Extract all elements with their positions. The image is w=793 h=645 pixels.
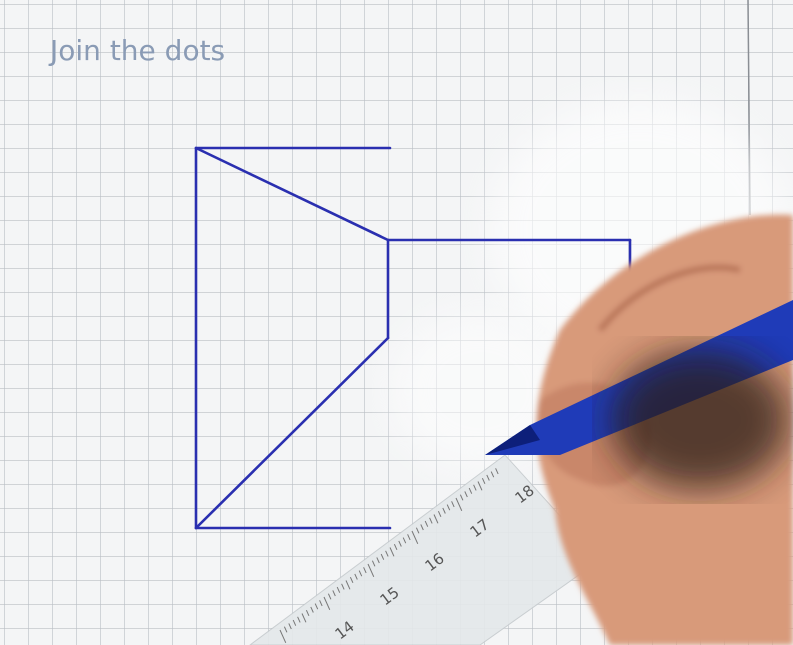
ruler-tick [319, 600, 323, 607]
ruler-tick [446, 504, 451, 511]
ruler-tick [323, 596, 331, 611]
ruler-tick [354, 573, 358, 580]
ruler-tick [297, 616, 301, 623]
ruler-tick [305, 609, 310, 617]
ruler-tick [490, 471, 495, 478]
ruler-tick [301, 613, 307, 623]
ruler-tick [332, 590, 336, 597]
ruler-tick [292, 619, 297, 626]
ruler-tick [310, 606, 314, 613]
pen [485, 300, 793, 490]
ruler-tick [455, 497, 463, 512]
ruler-tick [314, 603, 319, 610]
ruler-tick [385, 550, 389, 557]
ruler-tick [349, 576, 354, 584]
ruler-tick [495, 468, 499, 475]
ruler-tick [420, 524, 424, 531]
ruler-tick [437, 510, 442, 518]
ruler-tick [468, 487, 473, 494]
ruler-tick [429, 517, 433, 524]
ruler-tick [358, 570, 363, 577]
ruler-tick [451, 501, 455, 508]
ruler-tick [288, 623, 292, 630]
ruler-tick [402, 537, 407, 544]
ruler-tick [415, 527, 420, 534]
ruler-tick [411, 530, 419, 545]
ruler-tick [363, 567, 367, 574]
ruler-tick [486, 474, 490, 481]
ruler-tick [433, 514, 439, 524]
ruler-tick [389, 547, 395, 557]
ruler-tick [442, 507, 446, 514]
ruler-tick [481, 477, 486, 485]
ruler-tick [341, 583, 345, 590]
ruler-tick [464, 491, 468, 498]
ruler-tick [393, 543, 398, 551]
ruler-tick [459, 494, 464, 501]
ruler-tick [477, 481, 483, 491]
ruler-tick [367, 563, 375, 578]
ruler-tick [407, 534, 411, 541]
ruler-tick [345, 580, 351, 590]
ruler-tick [380, 553, 385, 560]
ruler-tick [398, 540, 402, 547]
ruler-tick [376, 557, 380, 564]
title: Join the dots [48, 34, 225, 67]
ruler-tick [327, 593, 332, 600]
ruler-tick [283, 626, 288, 633]
drawing [194, 146, 632, 530]
ruler-tick [279, 629, 287, 644]
ruler-tick [473, 484, 477, 491]
ruler-tick [371, 560, 376, 567]
ruler-tick [424, 520, 429, 527]
ruler-tick [336, 586, 341, 593]
